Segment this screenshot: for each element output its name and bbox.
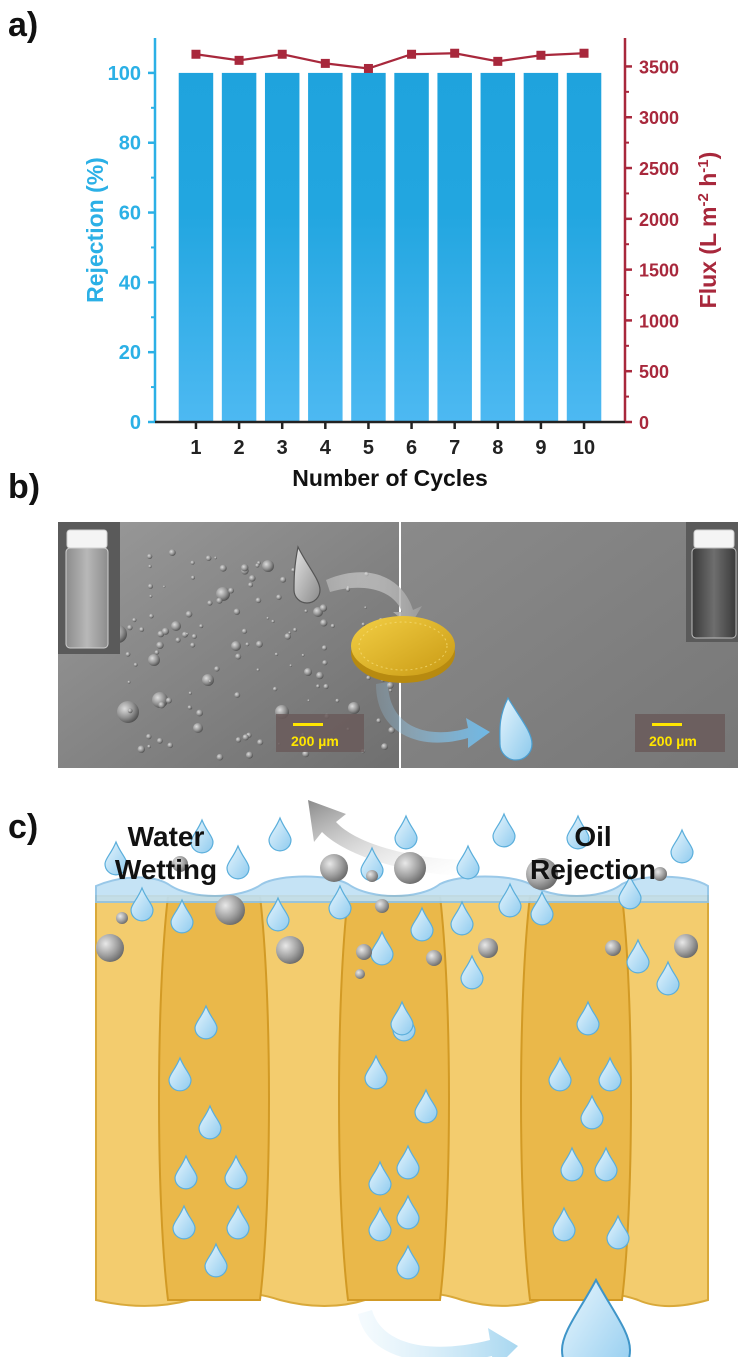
bar-4 xyxy=(308,72,343,422)
label-water: Water xyxy=(128,821,205,852)
left-tick-label: 0 xyxy=(130,412,141,434)
x-tick-label: 5 xyxy=(363,437,374,459)
x-axis-label: Number of Cycles xyxy=(292,465,488,491)
right-tick-label: 2000 xyxy=(639,210,679,230)
x-tick-label: 8 xyxy=(492,437,503,459)
scale-bar-left: 200 µm xyxy=(276,714,364,752)
vial-filtrate-icon xyxy=(686,522,738,642)
oil-rejected-arrow-icon xyxy=(308,800,470,876)
right-tick-label: 1500 xyxy=(639,261,679,281)
permeate-drop-icon xyxy=(560,1277,632,1362)
left-tick-label: 80 xyxy=(119,133,141,155)
flux-point-2 xyxy=(234,55,244,65)
right-tick-label: 0 xyxy=(639,413,649,433)
bar-8 xyxy=(480,72,516,422)
flux-point-9 xyxy=(536,50,546,60)
x-tick-label: 4 xyxy=(320,437,332,459)
x-tick-label: 9 xyxy=(535,437,546,459)
oil-droplets-schematic xyxy=(96,852,698,979)
x-tick-label: 3 xyxy=(277,437,288,459)
water-droplets xyxy=(104,812,694,1280)
vial-emulsion-icon xyxy=(58,522,120,654)
label-rejection: Rejection xyxy=(530,854,656,885)
right-tick-label: 1000 xyxy=(639,311,679,331)
bar-2 xyxy=(221,72,257,422)
flux-point-1 xyxy=(191,49,201,59)
flux-point-4 xyxy=(320,58,330,68)
x-tick-label: 2 xyxy=(234,437,245,459)
bar-3 xyxy=(264,72,300,422)
y2-axis-label: Flux (L m-2 h-1) xyxy=(695,152,722,309)
flux-point-8 xyxy=(493,56,503,66)
flux-point-3 xyxy=(277,49,287,59)
bar-5 xyxy=(351,72,386,422)
bar-1 xyxy=(178,72,214,422)
bar-9 xyxy=(523,72,559,422)
flux-point-7 xyxy=(450,48,460,58)
left-tick-label: 20 xyxy=(119,342,141,364)
flux-line xyxy=(195,52,585,70)
scale-bar-left-label: 200 µm xyxy=(291,733,339,749)
left-tick-label: 40 xyxy=(119,272,141,294)
x-tick-label: 7 xyxy=(449,437,460,459)
x-tick-label: 1 xyxy=(190,437,201,459)
flux-point-5 xyxy=(363,63,373,73)
chart-canvas: 0204060801000500100015002000250030003500… xyxy=(82,38,722,491)
panel-label-b: b) xyxy=(8,468,41,506)
bar-6 xyxy=(394,72,429,422)
gray-arrow-icon xyxy=(326,572,422,626)
bar-7 xyxy=(437,72,472,422)
left-tick-label: 100 xyxy=(108,63,141,85)
panel-label-c: c) xyxy=(8,808,39,846)
rejection-flux-chart: 0 20 40 60 80 100 0 500 1000 1500 2000 2500 3000 3500… xyxy=(0,0,738,500)
water-drop-icon xyxy=(499,696,533,761)
right-tick-label: 3000 xyxy=(639,108,679,128)
bar-10 xyxy=(566,72,602,422)
flux-point-6 xyxy=(407,49,417,59)
x-tick-label: 6 xyxy=(406,437,417,459)
blue-arrow-icon xyxy=(376,682,490,748)
label-oil: Oil xyxy=(574,821,611,852)
right-tick-label: 2500 xyxy=(639,159,679,179)
scale-bar-right-label: 200 µm xyxy=(649,733,697,749)
water-permeate-arrow-icon xyxy=(358,1310,518,1362)
right-tick-label: 500 xyxy=(639,362,669,382)
label-wetting: Wetting xyxy=(115,854,217,885)
flux-point-10 xyxy=(579,48,589,58)
x-tick-label: 10 xyxy=(573,437,595,459)
microscopy-panel: 200 µm 200 µm xyxy=(58,522,738,768)
left-tick-label: 60 xyxy=(119,203,141,225)
scale-bar-right: 200 µm xyxy=(635,714,725,752)
y-axis-label: Rejection (%) xyxy=(82,157,108,303)
pore-channels xyxy=(158,895,632,1301)
panel-label-a: a) xyxy=(8,6,39,44)
oil-drop-icon xyxy=(293,545,321,604)
right-tick-label: 3500 xyxy=(639,57,679,77)
water-layer xyxy=(95,875,709,903)
separation-schematic: Water Wetting Oil Rejection xyxy=(90,780,718,1362)
